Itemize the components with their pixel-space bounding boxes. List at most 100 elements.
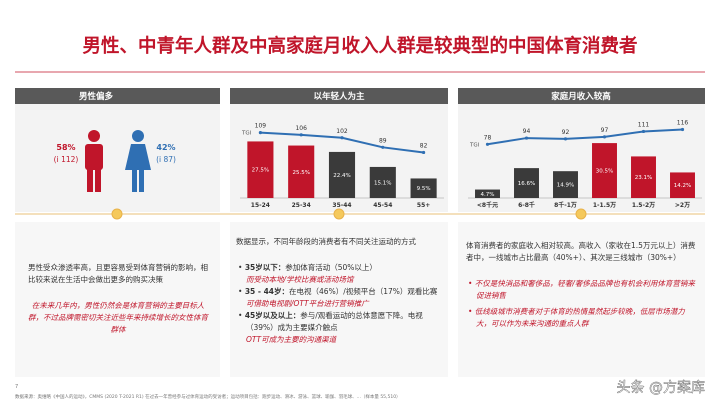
tgi-label: 116 bbox=[677, 120, 689, 127]
x-tick-label: 1.5-2万 bbox=[632, 202, 655, 209]
panel-bg bbox=[15, 104, 220, 212]
bullet-dot: • bbox=[238, 263, 245, 272]
title: 男性、中青年人群及中高家庭月收入人群是较典型的中国体育消费者 bbox=[82, 35, 637, 57]
x-tick-label: 55+ bbox=[417, 202, 430, 209]
x-tick-label: 25-34 bbox=[292, 202, 311, 209]
body-text: 男性受众渗透率高，且更容易受到体育营销的影响，相比较来说在生活中会做出更多的购买… bbox=[28, 263, 208, 284]
tgi-label: 78 bbox=[484, 134, 492, 141]
panel-header-bg bbox=[230, 88, 448, 104]
male-index: (i 112) bbox=[54, 155, 79, 164]
x-tick-label: 8千-1万 bbox=[554, 201, 577, 209]
bullet-lead: 45岁以及以上： bbox=[244, 311, 301, 320]
tgi-point bbox=[602, 135, 607, 139]
panel-text: 男性受众渗透率高，且更容易受到体育营销的影响，相比较来说在生活中会做出更多的购买… bbox=[28, 262, 208, 340]
tgi-point bbox=[299, 133, 303, 137]
value-label: 16.6% bbox=[518, 181, 535, 187]
tgi-point bbox=[422, 150, 426, 155]
bullet: • 35 - 44岁：在电视（46%）/视频平台（17%）观看比赛 bbox=[236, 286, 442, 298]
tgi-label: 106 bbox=[295, 125, 307, 132]
female-index: (i 87) bbox=[156, 155, 176, 164]
tgi-point bbox=[680, 127, 685, 132]
bar bbox=[631, 156, 656, 198]
value-label: 4.7% bbox=[481, 192, 495, 198]
bar bbox=[410, 178, 437, 198]
male-icon bbox=[85, 130, 103, 192]
bullet-text: 参与/观看运动的总体意愿下降。电视（39%）成为主要媒介触点 bbox=[246, 311, 423, 332]
tgi-label: 111 bbox=[638, 121, 650, 128]
panel-header-bg bbox=[458, 88, 705, 104]
bullet-dot: • bbox=[238, 287, 245, 296]
tgi-point bbox=[258, 131, 262, 135]
x-tick-label: 45-54 bbox=[373, 202, 392, 209]
panel-bg bbox=[15, 222, 220, 377]
male-share: 58% bbox=[56, 143, 75, 152]
tgi-point bbox=[641, 129, 646, 134]
bar bbox=[514, 168, 539, 198]
tgi-point bbox=[524, 136, 529, 140]
value-label: 25.5% bbox=[292, 170, 309, 176]
tgi-line bbox=[487, 128, 683, 146]
tgi-label: 102 bbox=[336, 128, 348, 135]
note: • 不仅是快消品和奢侈品，轻奢/奢侈品品牌也有机会利用体育营销来促进销售 bbox=[468, 279, 695, 300]
tgi-name: TGI bbox=[469, 142, 480, 148]
bar bbox=[475, 189, 500, 198]
watermark: 头条 @方案库 bbox=[617, 379, 705, 396]
bar bbox=[592, 143, 617, 198]
value-label: 9.5% bbox=[417, 186, 431, 192]
female-share: 42% bbox=[156, 143, 175, 152]
body-text: 体育消费者的家庭收入相对较高。高收入（家收在1.5万元以上）消费者中，一线城市占… bbox=[466, 241, 696, 262]
x-tick-label: <8千元 bbox=[477, 201, 498, 209]
panel-header: 以年轻人为主 bbox=[313, 91, 365, 102]
bar bbox=[553, 171, 578, 198]
tgi-point bbox=[485, 142, 490, 146]
bar bbox=[328, 151, 356, 198]
x-tick-label: 15-24 bbox=[251, 202, 270, 209]
bar bbox=[288, 145, 315, 198]
panel-header: 家庭月收入较高 bbox=[551, 91, 611, 102]
tgi-point bbox=[381, 145, 385, 149]
source: 数据来源：奥维略《中国人的运动》，CMMS (2020 T-2021 R1) 在… bbox=[15, 393, 401, 400]
panel-header-bg bbox=[15, 88, 220, 104]
bullet: • 45岁以及以上：参与/观看运动的总体意愿下降。电视（39%）成为主要媒介触点 bbox=[236, 310, 442, 334]
bullet-text: 在电视（46%）/视频平台（17%）观看比赛 bbox=[289, 287, 438, 296]
bullet-lead: 35岁以下： bbox=[244, 263, 286, 272]
x-tick-label: 1-1.5万 bbox=[593, 202, 616, 209]
bar bbox=[369, 166, 396, 198]
bullet-note: 而受动本地/学校比赛或活动场馆 bbox=[246, 275, 354, 284]
body-text: 数据显示，不同年龄段的消费者有不同关注运动的方式 bbox=[236, 237, 416, 246]
female-icon bbox=[125, 130, 151, 192]
panel-bg bbox=[458, 222, 705, 377]
bullet: • 35岁以下：参加体育活动（50%以上） bbox=[236, 262, 442, 274]
bullet-text: 参加体育活动（50%以上） bbox=[285, 263, 377, 272]
x-tick-label: 35-44 bbox=[332, 202, 351, 209]
value-label: 14.2% bbox=[674, 183, 691, 189]
tgi-label: 92 bbox=[562, 129, 570, 136]
page-number: 7 bbox=[15, 384, 18, 390]
panel-bg bbox=[230, 222, 448, 377]
value-label: 14.9% bbox=[557, 183, 574, 189]
note: • 低线级城市消费者对于体育的热情虽然起步较晚，低层市场潜力大，可以作为未来沟通… bbox=[468, 307, 685, 328]
tgi-point bbox=[340, 136, 344, 140]
panel-header: 男性偏多 bbox=[79, 91, 114, 102]
tgi-point bbox=[563, 137, 568, 141]
bullet-note: OTT可成为主要的沟通渠道 bbox=[246, 335, 337, 344]
x-tick-label: 6-8千 bbox=[518, 201, 535, 209]
value-label: 22.4% bbox=[333, 173, 350, 179]
bullet-note: 可借助电视剧/OTT平台进行营销推广 bbox=[246, 299, 369, 308]
value-label: 15.1% bbox=[374, 180, 391, 186]
bullet-lead: 35 - 44岁： bbox=[244, 287, 290, 296]
tgi-label: 94 bbox=[523, 128, 531, 135]
value-label: 23.1% bbox=[635, 175, 652, 181]
tgi-name: TGI bbox=[241, 131, 252, 137]
panel-text: 数据显示，不同年龄段的消费者有不同关注运动的方式 • 35岁以下：参加体育活动（5… bbox=[236, 236, 442, 346]
panel-text: 体育消费者的家庭收入相对较高。高收入（家收在1.5万元以上）消费者中，一线城市占… bbox=[466, 240, 698, 334]
x-tick-label: >2万 bbox=[675, 202, 690, 209]
bullet-dot: • bbox=[238, 311, 245, 320]
value-label: 30.5% bbox=[596, 169, 613, 175]
divider-icons bbox=[15, 208, 705, 220]
tgi-label: 97 bbox=[601, 127, 609, 134]
tgi-label: 82 bbox=[420, 142, 428, 149]
note: 在未来几年内，男性仍然会是体育营销的主要目标人群，不过品牌需密切关注近些年来持续… bbox=[28, 301, 208, 334]
